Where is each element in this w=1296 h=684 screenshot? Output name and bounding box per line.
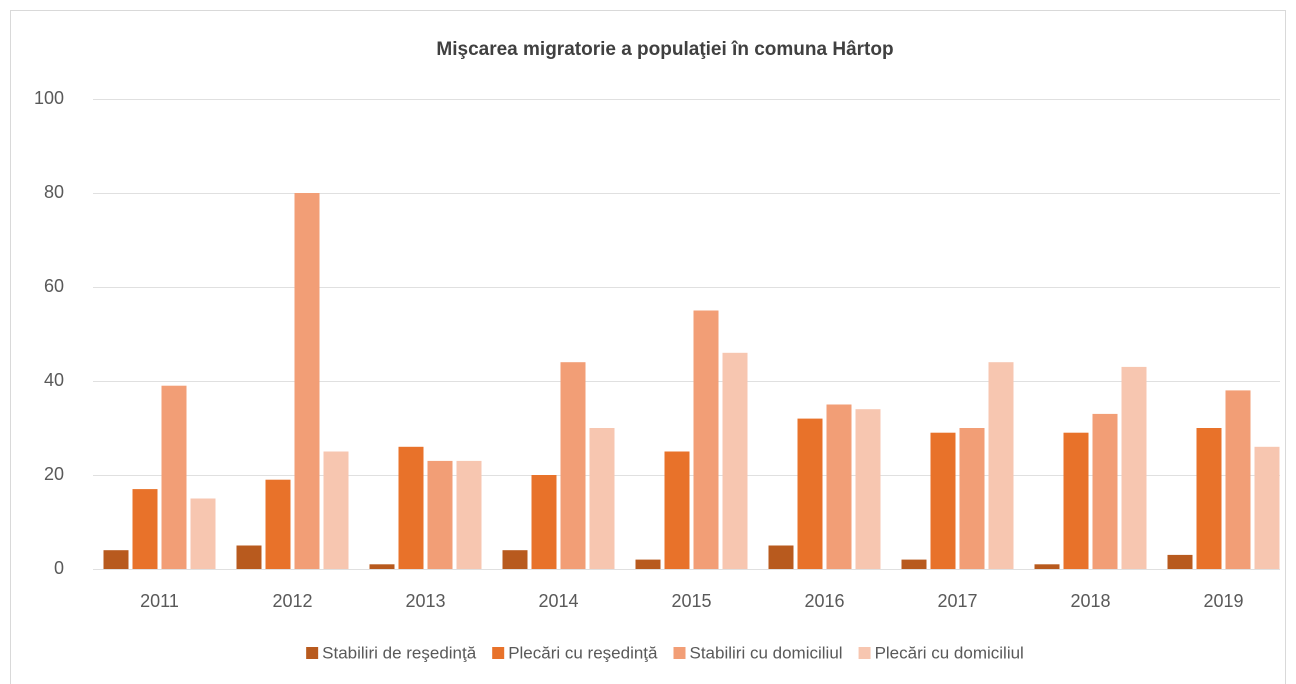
bar bbox=[531, 475, 557, 569]
bar bbox=[132, 489, 158, 569]
bar bbox=[161, 385, 187, 569]
bar bbox=[265, 479, 291, 569]
bar bbox=[959, 428, 985, 569]
bar bbox=[294, 193, 320, 569]
legend-swatch bbox=[306, 647, 319, 659]
x-tick-label: 2019 bbox=[1203, 591, 1243, 611]
bar bbox=[797, 418, 823, 569]
bar bbox=[826, 404, 852, 569]
legend-swatch bbox=[673, 647, 686, 659]
bar bbox=[1167, 554, 1193, 569]
bar bbox=[988, 362, 1014, 569]
bar bbox=[1063, 432, 1089, 569]
bar bbox=[1254, 446, 1280, 569]
bar bbox=[502, 550, 528, 569]
y-tick-label: 0 bbox=[54, 558, 64, 578]
y-tick-label: 80 bbox=[44, 182, 64, 202]
x-tick-label: 2013 bbox=[405, 591, 445, 611]
legend-label: Stabiliri cu domiciliul bbox=[690, 643, 843, 662]
bar bbox=[855, 409, 881, 569]
bar bbox=[901, 559, 927, 569]
bar bbox=[103, 550, 129, 569]
x-tick-label: 2015 bbox=[671, 591, 711, 611]
bar bbox=[1225, 390, 1251, 569]
x-tick-label: 2011 bbox=[140, 591, 179, 611]
bar bbox=[323, 451, 349, 569]
bar bbox=[190, 498, 216, 569]
y-tick-label: 20 bbox=[44, 464, 64, 484]
bar bbox=[722, 352, 748, 569]
x-tick-label: 2016 bbox=[804, 591, 844, 611]
bar bbox=[1121, 366, 1147, 569]
x-tick-label: 2018 bbox=[1070, 591, 1110, 611]
bar bbox=[456, 460, 482, 569]
bar bbox=[635, 559, 661, 569]
legend-label: Plecări cu reşedinţă bbox=[508, 643, 658, 662]
legend-label: Stabiliri de reşedinţă bbox=[322, 643, 477, 662]
x-tick-label: 2017 bbox=[937, 591, 977, 611]
x-tick-label: 2014 bbox=[538, 591, 578, 611]
legend-label: Plecări cu domiciliul bbox=[875, 643, 1024, 662]
bar bbox=[768, 545, 794, 569]
bar bbox=[369, 564, 395, 569]
chart-title: Mişcarea migratorie a populaţiei în comu… bbox=[436, 39, 893, 60]
bar bbox=[693, 310, 719, 569]
chart-frame bbox=[10, 10, 1286, 684]
bar bbox=[930, 432, 956, 569]
bar bbox=[398, 446, 424, 569]
bar bbox=[1034, 564, 1060, 569]
bar bbox=[1092, 413, 1118, 569]
x-tick-label: 2012 bbox=[272, 591, 312, 611]
legend-swatch bbox=[492, 647, 505, 659]
y-tick-label: 100 bbox=[34, 88, 64, 108]
legend-swatch bbox=[858, 647, 871, 659]
bar bbox=[664, 451, 690, 569]
bar bbox=[427, 460, 453, 569]
y-tick-label: 40 bbox=[44, 370, 64, 390]
bar bbox=[236, 545, 262, 569]
bar bbox=[589, 428, 615, 569]
y-tick-label: 60 bbox=[44, 276, 64, 296]
bar bbox=[1196, 428, 1222, 569]
bar bbox=[560, 362, 586, 569]
